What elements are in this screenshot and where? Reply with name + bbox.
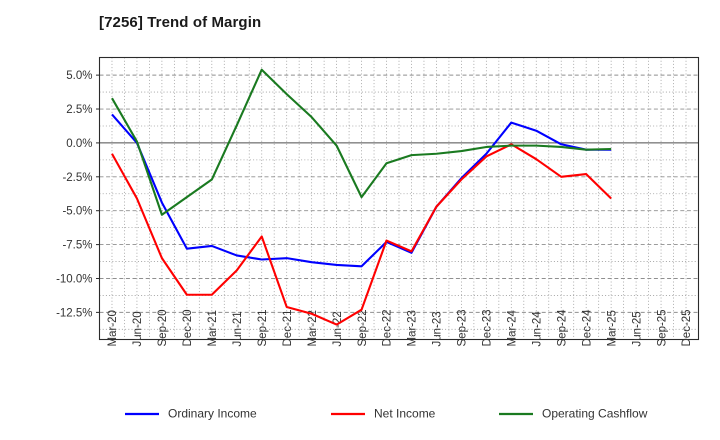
grid-minor-group bbox=[99, 57, 699, 340]
y-axis-tick-label: 5.0% bbox=[66, 70, 92, 82]
x-axis-tick-label: Jun-23 bbox=[432, 311, 444, 346]
legend-label-net-income: Net Income bbox=[374, 407, 436, 421]
y-axis-tick-label: 0.0% bbox=[66, 138, 92, 150]
x-axis-tick-label: Jun-21 bbox=[232, 311, 244, 346]
legend-label-ordinary-income: Ordinary Income bbox=[168, 407, 257, 421]
series-line-operating-cashflow bbox=[111, 68, 612, 216]
x-axis-tick-label: Mar-24 bbox=[507, 309, 519, 346]
y-axis-tick-label: -2.5% bbox=[62, 172, 92, 184]
x-axis-tick-label: Dec-24 bbox=[581, 309, 593, 347]
x-axis-tick-label: Dec-21 bbox=[282, 309, 294, 346]
series-group bbox=[111, 68, 612, 326]
x-axis-tick-label: Sep-23 bbox=[457, 309, 469, 346]
x-axis-tick-label: Dec-23 bbox=[482, 309, 494, 346]
x-axis-tick-label: Sep-21 bbox=[257, 309, 269, 346]
plot-frame bbox=[98, 56, 700, 341]
y-axis-tick-label: -12.5% bbox=[56, 307, 92, 319]
x-axis-tick-label: Mar-25 bbox=[606, 310, 618, 346]
series-line-net-income bbox=[111, 143, 612, 326]
y-axis-tick-label: -10.0% bbox=[56, 273, 92, 285]
y-axis-tick-labels: 5.0% 2.5% 0.0% -2.5% -5.0% -7.5% -10.0% -12.5% bbox=[56, 70, 100, 319]
x-axis-tick-label: Jun-25 bbox=[631, 311, 643, 346]
chart-legend: Ordinary Income Net Income Operating Cashf… bbox=[125, 407, 648, 421]
y-axis-tick-label: -7.5% bbox=[62, 240, 92, 252]
x-axis-tick-label: Sep-22 bbox=[357, 309, 369, 346]
x-axis-tick-label: Dec-25 bbox=[681, 309, 693, 346]
x-axis-tick-label: Mar-22 bbox=[307, 310, 319, 346]
page-title: [7256] Trend of Margin bbox=[99, 14, 262, 31]
x-axis-tick-label: Sep-25 bbox=[656, 309, 668, 346]
grid-major-group bbox=[99, 74, 699, 313]
legend-label-operating-cashflow: Operating Cashflow bbox=[542, 407, 648, 421]
x-axis-tick-labels: Mar-20 Jun-20 Sep-20 Dec-20 Mar-21 Jun-21 Sep-… bbox=[107, 309, 693, 347]
x-axis-tick-label: Dec-22 bbox=[382, 309, 394, 346]
x-axis-tick-label: Dec-20 bbox=[182, 309, 194, 346]
y-axis-tick-label: 2.5% bbox=[66, 104, 92, 116]
x-axis-tick-label: Jun-20 bbox=[132, 311, 144, 346]
x-axis-tick-label: Sep-20 bbox=[157, 309, 169, 346]
x-axis-tick-label: Jun-22 bbox=[332, 311, 344, 346]
x-axis-tick-label: Mar-21 bbox=[207, 310, 219, 346]
x-axis-tick-label: Mar-20 bbox=[107, 310, 119, 346]
x-axis-tick-label: Sep-24 bbox=[556, 309, 568, 347]
series-line-ordinary-income bbox=[111, 113, 612, 268]
x-axis-tick-label: Mar-23 bbox=[407, 310, 419, 346]
y-axis-tick-label: -5.0% bbox=[62, 206, 92, 218]
x-axis-tick-label: Jun-24 bbox=[531, 311, 543, 347]
